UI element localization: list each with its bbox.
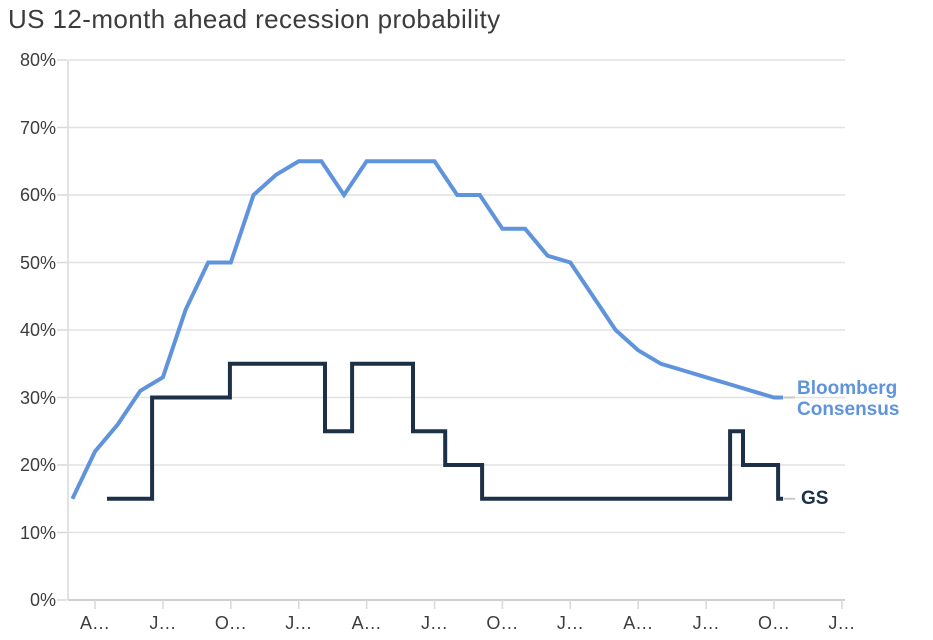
y-tick-label: 80%	[19, 50, 56, 70]
x-tick-label: A…	[351, 613, 382, 633]
y-tick-label: 50%	[19, 252, 56, 273]
x-tick-label: O…	[486, 613, 519, 633]
bloomberg-consensus-label-line1: Bloomberg	[797, 378, 898, 399]
y-tick-label: 20%	[19, 455, 56, 475]
y-tick-label: 0%	[29, 590, 56, 610]
gs-line	[107, 361, 784, 501]
x-tick-label: J…	[828, 613, 856, 633]
x-tick-label: O…	[758, 613, 791, 633]
x-tick-label: O…	[214, 613, 247, 633]
x-tick-label: A…	[80, 613, 111, 633]
x-tick-label: J…	[692, 613, 720, 633]
chart-title: US 12-month ahead recession probability	[8, 4, 501, 34]
x-tick-label: J…	[421, 613, 449, 633]
bloomberg-consensus-label-line2: Consensus	[797, 399, 900, 420]
x-tick-label: J…	[285, 613, 313, 633]
y-tick-label: 40%	[19, 320, 56, 340]
y-tick-label: 70%	[19, 117, 56, 138]
y-tick-label: 10%	[19, 522, 56, 543]
x-tick-label: J…	[149, 613, 177, 633]
x-tick-label: J…	[556, 613, 584, 633]
y-tick-label: 60%	[19, 185, 56, 205]
bloomberg-consensus-line	[70, 159, 784, 500]
x-tick-label: A…	[623, 613, 654, 633]
y-tick-label: 30%	[19, 387, 56, 408]
bloomberg-consensus-label: Bloomberg Consensus	[797, 378, 899, 420]
gs-label: GS	[801, 488, 829, 509]
